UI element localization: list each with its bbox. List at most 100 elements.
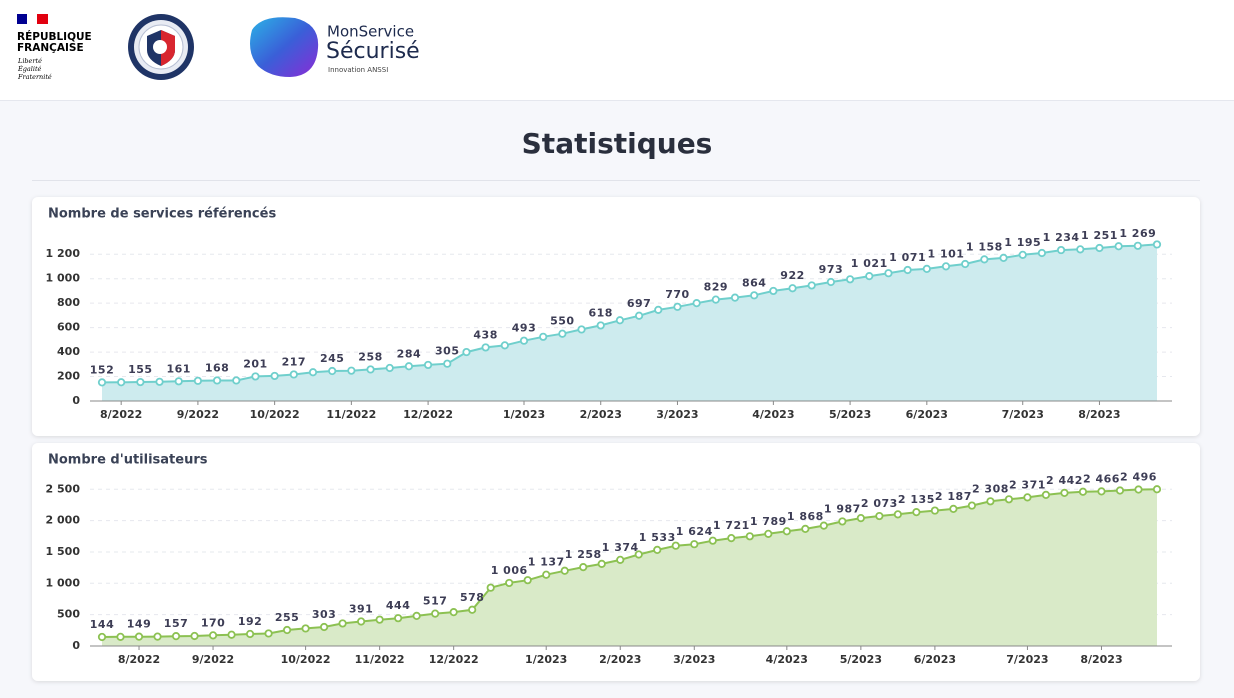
y-tick-label: 1 500 [46, 545, 81, 558]
y-tick-label: 0 [72, 394, 80, 407]
point [801, 524, 810, 533]
point [903, 265, 912, 275]
point [893, 510, 902, 519]
data-label: 1 789 [750, 515, 787, 528]
data-label: 152 [90, 363, 114, 376]
point [347, 366, 356, 375]
point [654, 305, 663, 314]
x-tick-label: 11/2022 [326, 408, 376, 421]
point [1056, 245, 1066, 255]
point [251, 372, 260, 381]
point [1004, 495, 1014, 504]
y-tick-label: 500 [57, 608, 80, 621]
point [1076, 245, 1085, 254]
data-label: 1 868 [787, 510, 824, 523]
point [875, 511, 884, 521]
x-tick-label: 9/2022 [177, 408, 219, 421]
point [941, 262, 951, 271]
point [174, 377, 183, 386]
data-label: 618 [588, 306, 612, 319]
area [102, 244, 1157, 401]
point [270, 371, 279, 381]
x-tick-label: 4/2023 [766, 653, 808, 666]
x-tick-label: 5/2023 [829, 408, 871, 421]
point [1018, 250, 1027, 259]
data-label: 217 [282, 355, 306, 368]
point [500, 341, 509, 350]
point [412, 611, 421, 621]
x-tick-label: 12/2022 [403, 408, 453, 421]
point [999, 253, 1008, 262]
y-tick-label: 1 000 [46, 576, 81, 589]
point [289, 370, 298, 379]
point [634, 550, 643, 559]
point [375, 615, 384, 624]
point [730, 293, 740, 302]
point [542, 570, 551, 579]
data-label: 2 442 [1046, 474, 1083, 487]
data-label: 1 374 [602, 541, 639, 554]
point [357, 617, 366, 626]
point [986, 497, 995, 506]
x-tick-label: 2/2023 [580, 408, 622, 421]
motto: Liberté [17, 57, 42, 65]
point [1097, 487, 1106, 496]
point [1114, 242, 1123, 251]
data-label: 2 496 [1120, 471, 1157, 484]
point [579, 563, 588, 572]
point [117, 378, 126, 387]
point [788, 284, 797, 293]
point [136, 377, 145, 387]
data-label: 697 [627, 297, 651, 310]
data-label: 258 [358, 350, 382, 363]
point [443, 359, 452, 368]
point [97, 632, 107, 642]
point [634, 311, 644, 320]
data-label: 2 371 [1009, 478, 1046, 491]
data-label: 864 [742, 276, 766, 289]
point [1152, 240, 1162, 249]
marianne-flag [17, 14, 48, 24]
tagline: Innovation ANSSI [328, 66, 388, 74]
x-tick-label: 3/2023 [673, 653, 715, 666]
point [922, 264, 931, 274]
data-label: 2 073 [861, 497, 898, 510]
point [505, 578, 514, 588]
point [1095, 243, 1104, 253]
x-tick-label: 8/2023 [1080, 653, 1122, 666]
x-tick-label: 2/2023 [599, 653, 641, 666]
data-label: 1 987 [824, 502, 861, 515]
point [519, 336, 529, 345]
point [1060, 488, 1069, 498]
data-label: 201 [243, 357, 267, 370]
point [404, 362, 414, 371]
data-label: 149 [127, 618, 151, 631]
chart-title: Nombre d'utilisateurs [48, 453, 208, 468]
point [980, 255, 989, 264]
point [481, 343, 490, 352]
point [394, 614, 403, 623]
x-tick-label: 3/2023 [656, 408, 698, 421]
x-tick-label: 8/2022 [100, 408, 142, 421]
data-label: 1 234 [1043, 231, 1080, 244]
x-tick-label: 8/2022 [118, 653, 160, 666]
point [745, 532, 754, 541]
point [338, 619, 347, 628]
point [1041, 490, 1051, 500]
x-tick-label: 10/2022 [281, 653, 331, 666]
data-label: 578 [460, 591, 484, 604]
point [708, 536, 717, 545]
point [949, 504, 958, 513]
data-label: 391 [349, 602, 373, 615]
product-name: Sécurisé [326, 39, 420, 64]
x-tick-label: 4/2023 [752, 408, 794, 421]
data-label: 517 [423, 595, 447, 608]
point [961, 259, 970, 269]
data-label: 1 251 [1081, 229, 1118, 242]
point [134, 632, 144, 641]
point [245, 629, 255, 639]
chart-title: Nombre de services référencés [48, 207, 276, 222]
point [462, 347, 471, 357]
